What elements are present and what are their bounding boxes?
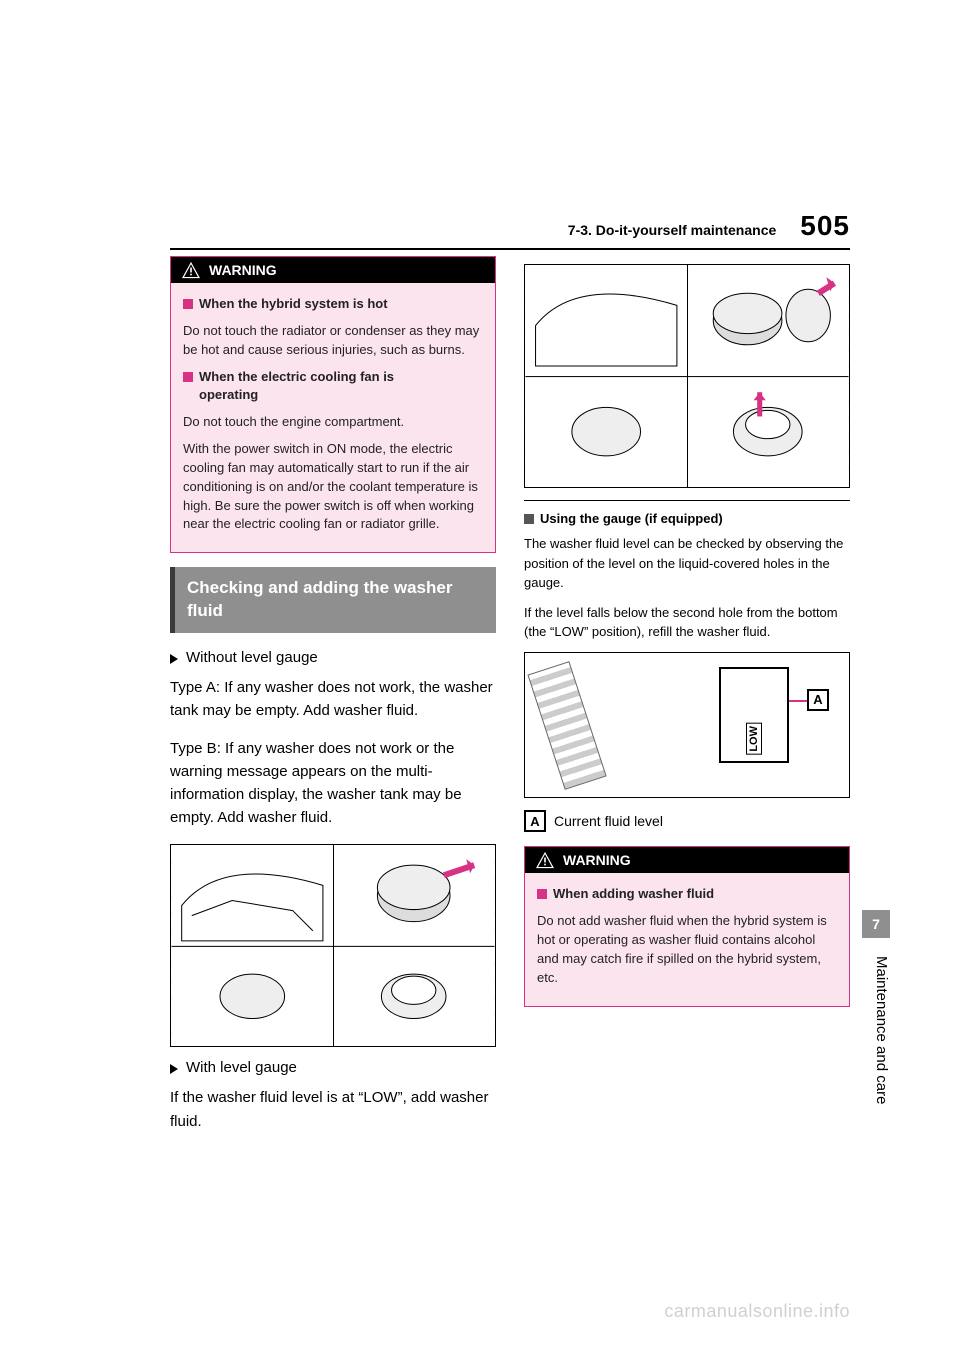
warning-body: When the hybrid system is hot Do not tou… xyxy=(171,283,495,552)
warning-body: When adding washer fluid Do not add wash… xyxy=(525,873,849,1005)
section-heading: Checking and adding the washer fluid xyxy=(170,567,496,633)
warning-text: Do not touch the engine compartment. xyxy=(183,413,483,432)
warning-subhead: When adding washer fluid xyxy=(537,885,837,904)
variant-label: With level gauge xyxy=(186,1059,297,1076)
callout-box-a: A xyxy=(524,810,546,832)
square-bullet-icon xyxy=(183,299,193,309)
triangle-marker-icon xyxy=(170,654,178,664)
warning-box-add-fluid: WARNING When adding washer fluid Do not … xyxy=(524,846,850,1006)
body-paragraph: Type A: If any washer does not work, the… xyxy=(170,676,496,723)
body-paragraph: The washer fluid level can be checked by… xyxy=(524,534,850,593)
warning-triangle-icon xyxy=(181,261,201,279)
section-path: 7-3. Do-it-yourself maintenance xyxy=(568,222,777,238)
warning-box-hybrid-hot: WARNING When the hybrid system is hot Do… xyxy=(170,256,496,553)
divider xyxy=(524,500,850,501)
figure-washer-reservoir-a xyxy=(170,844,496,1048)
callout-text: Current fluid level xyxy=(554,813,663,829)
square-bullet-icon xyxy=(537,889,547,899)
square-bullet-icon xyxy=(524,514,534,524)
sub-heading: Using the gauge (if equipped) xyxy=(524,511,850,526)
page-header: 7-3. Do-it-yourself maintenance 505 xyxy=(170,210,850,250)
warning-subhead: When the hybrid system is hot xyxy=(183,295,483,314)
body-paragraph: Type B: If any washer does not work or t… xyxy=(170,737,496,830)
procedure-variant: With level gauge xyxy=(170,1059,496,1076)
right-column: Using the gauge (if equipped) The washer… xyxy=(524,256,850,1147)
page-number: 505 xyxy=(800,210,850,242)
figure-gauge: LOW A xyxy=(524,652,850,799)
callout-leader-line xyxy=(789,700,807,702)
warning-text: With the power switch in ON mode, the el… xyxy=(183,440,483,534)
figure-washer-reservoir-b xyxy=(524,264,850,488)
callout-box-a: A xyxy=(807,689,829,711)
chapter-tab: 7 xyxy=(862,910,890,938)
procedure-variant: Without level gauge xyxy=(170,649,496,666)
variant-label: Without level gauge xyxy=(186,649,318,666)
manual-page: 7-3. Do-it-yourself maintenance 505 WARN… xyxy=(0,0,960,1358)
warning-header: WARNING xyxy=(171,257,495,283)
square-bullet-icon xyxy=(183,372,193,382)
warning-subhead: When the electric cooling fan isoperatin… xyxy=(183,368,483,406)
body-paragraph: If the washer fluid level is at “LOW”, a… xyxy=(170,1086,496,1133)
callout-legend: A Current fluid level xyxy=(524,810,850,832)
warning-text: Do not add washer fluid when the hybrid … xyxy=(537,912,837,987)
triangle-marker-icon xyxy=(170,1064,178,1074)
warning-triangle-icon xyxy=(535,851,555,869)
warning-header: WARNING xyxy=(525,847,849,873)
left-column: WARNING When the hybrid system is hot Do… xyxy=(170,256,496,1147)
warning-label: WARNING xyxy=(563,852,631,868)
watermark: carmanualsonline.info xyxy=(664,1301,850,1322)
warning-label: WARNING xyxy=(209,262,277,278)
two-column-layout: WARNING When the hybrid system is hot Do… xyxy=(170,256,850,1147)
gauge-dipstick xyxy=(527,661,606,789)
gauge-low-label: LOW xyxy=(746,723,762,755)
chapter-label: Maintenance and care xyxy=(873,956,890,1104)
body-paragraph: If the level falls below the second hole… xyxy=(524,603,850,642)
warning-text: Do not touch the radiator or condenser a… xyxy=(183,322,483,360)
gauge-zoom-view: LOW xyxy=(719,667,789,763)
